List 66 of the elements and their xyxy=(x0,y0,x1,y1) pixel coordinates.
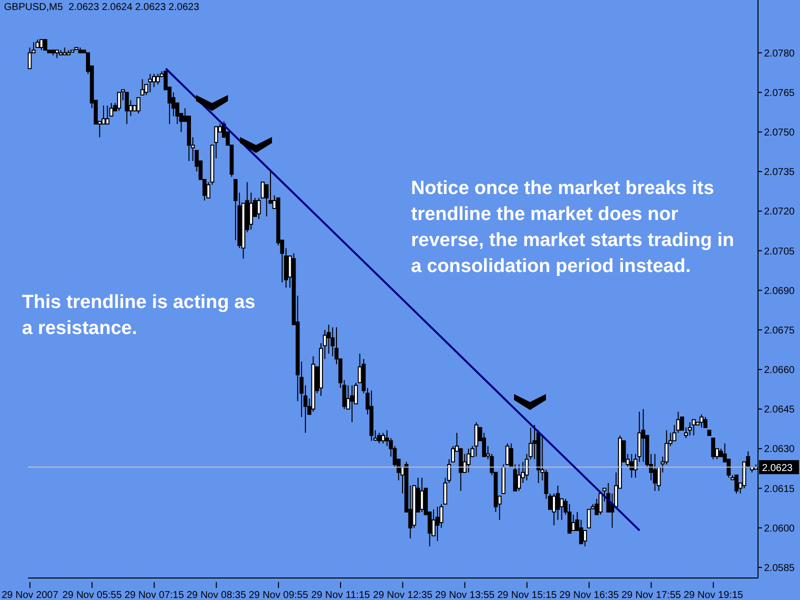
ref-line-label: 2.0623 xyxy=(762,463,794,474)
candlestick xyxy=(28,47,32,70)
x-tick-label: 29 Nov 05:55 xyxy=(62,590,122,600)
x-tick-label: 29 Nov 11:15 xyxy=(311,590,370,600)
candlestick xyxy=(641,408,646,462)
candlestick xyxy=(703,416,708,428)
candlestick xyxy=(124,92,129,125)
y-tick-label: 2.0750 xyxy=(764,128,796,139)
candlestick xyxy=(509,442,514,468)
candlestick xyxy=(571,514,576,531)
candlestick xyxy=(505,442,510,466)
candlestick xyxy=(688,422,692,436)
candlestick xyxy=(102,105,106,125)
x-tick-label: 29 Nov 2007 xyxy=(2,590,59,600)
candlestick xyxy=(350,384,354,423)
y-tick-label: 2.0780 xyxy=(764,48,796,60)
x-tick-label: 29 Nov 09:55 xyxy=(248,590,309,600)
candlestick xyxy=(466,448,471,473)
candlestick xyxy=(420,477,424,513)
chart-title: GBPUSD,M5 2.0623 2.0624 2.0623 2.0623 xyxy=(4,2,200,13)
candlestick xyxy=(517,464,522,492)
candlestick xyxy=(109,102,114,117)
candlestick xyxy=(381,432,386,444)
candlestick xyxy=(148,73,152,93)
x-tick-label: 29 Nov 12:35 xyxy=(372,590,433,600)
x-tick-label: 29 Nov 15:15 xyxy=(497,590,558,600)
candlestick xyxy=(474,422,478,458)
candlestick xyxy=(458,448,463,492)
y-tick-label: 2.0660 xyxy=(764,365,796,376)
candlestick xyxy=(156,73,160,85)
candlestick xyxy=(117,92,122,112)
candlestick xyxy=(140,78,144,96)
x-tick-label: 29 Nov 19:15 xyxy=(684,590,744,600)
y-tick-label: 2.0615 xyxy=(764,484,796,495)
candlestick xyxy=(692,419,696,436)
candlestick xyxy=(43,39,48,51)
annotation: This trendline is acting as a resistance. xyxy=(22,291,256,341)
candlestick xyxy=(598,493,603,516)
y-tick-label: 2.0735 xyxy=(764,167,796,178)
y-tick-label: 2.0645 xyxy=(764,404,796,416)
y-tick-label: 2.0630 xyxy=(764,444,796,456)
candlestick xyxy=(435,506,440,542)
x-tick-label: 29 Nov 16:35 xyxy=(559,590,620,600)
candlestick xyxy=(579,519,584,544)
y-tick-label: 2.0600 xyxy=(764,523,796,534)
y-tick-label: 2.0765 xyxy=(764,88,796,99)
y-tick-label: 2.0690 xyxy=(764,286,796,297)
y-tick-label: 2.0675 xyxy=(764,325,796,336)
x-tick-label: 29 Nov 13:55 xyxy=(435,590,496,600)
candlestick xyxy=(734,474,738,494)
candlestick xyxy=(377,432,382,444)
x-tick-label: 29 Nov 17:55 xyxy=(621,590,682,600)
y-tick-label: 2.0720 xyxy=(764,206,796,218)
annotation: Notice once the market breaks its trendline the market does nor reverse, the market starts trading in a consolidation period instead. xyxy=(411,177,736,279)
y-tick-label: 2.0705 xyxy=(764,246,796,258)
x-tick-label: 29 Nov 08:35 xyxy=(186,590,246,600)
candlestick xyxy=(583,530,588,547)
candlestick xyxy=(700,414,704,428)
candlestick xyxy=(652,453,657,492)
candlestick xyxy=(136,97,140,114)
y-tick-label: 2.0585 xyxy=(764,562,796,574)
candlestick xyxy=(249,192,254,230)
candlestick xyxy=(39,39,44,51)
candlestick xyxy=(630,453,634,478)
candlestick xyxy=(105,105,110,125)
x-tick-label: 29 Nov 07:15 xyxy=(124,590,184,600)
